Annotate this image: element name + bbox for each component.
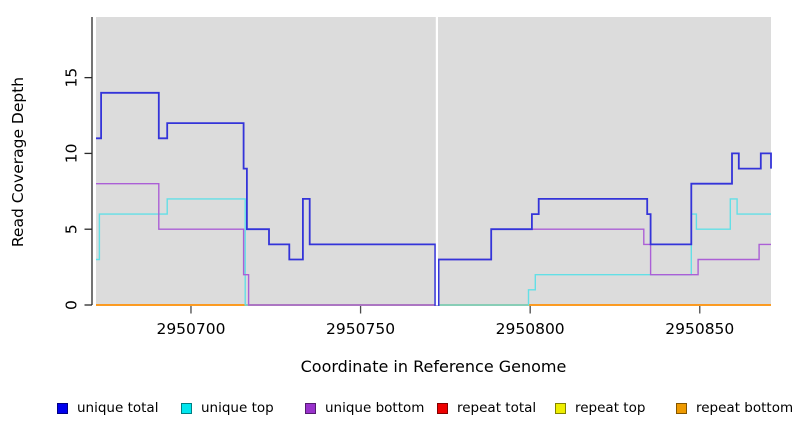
coverage-gap xyxy=(435,15,438,306)
legend-label: unique top xyxy=(201,400,274,416)
legend-item-unique-top: unique top xyxy=(181,399,274,417)
legend-label: repeat total xyxy=(457,400,537,416)
x-axis-label: Coordinate in Reference Genome xyxy=(300,357,567,376)
series-line-unique-total xyxy=(96,91,772,306)
y-tick-label: 15 xyxy=(63,68,81,88)
legend-item-repeat-top: repeat top xyxy=(555,399,645,417)
y-tick-label: 0 xyxy=(63,300,81,310)
legend-item-unique-total: unique total xyxy=(57,399,158,417)
legend-item-repeat-bottom: repeat bottom xyxy=(676,399,792,417)
y-axis-label: Read Coverage Depth xyxy=(9,76,27,248)
x-tick-label: 2950700 xyxy=(156,320,225,338)
legend-swatch-unique-top xyxy=(181,402,192,414)
legend-item-repeat-total: repeat total xyxy=(437,399,536,417)
legend-label: unique bottom xyxy=(325,400,425,416)
legend-swatch-repeat-bottom xyxy=(676,402,687,414)
legend-label: repeat bottom xyxy=(696,400,792,416)
x-tick-label: 2950850 xyxy=(665,320,734,338)
legend-item-unique-bottom: unique bottom xyxy=(305,399,424,417)
legend-label: repeat top xyxy=(575,400,646,416)
y-tick-label: 10 xyxy=(63,144,81,164)
legend-label: unique total xyxy=(77,400,159,416)
legend-swatch-unique-bottom xyxy=(305,402,316,414)
legend-swatch-repeat-top xyxy=(555,402,566,414)
x-tick-label: 2950800 xyxy=(496,320,565,338)
legend: unique total unique top unique bottom repea… xyxy=(0,399,792,421)
x-tick-label: 2950750 xyxy=(326,320,395,338)
y-tick-label: 5 xyxy=(63,224,81,234)
series-line-unique-top xyxy=(96,198,771,306)
legend-swatch-repeat-total xyxy=(437,402,448,414)
legend-swatch-unique-total xyxy=(57,402,68,414)
plot-background xyxy=(96,17,771,305)
